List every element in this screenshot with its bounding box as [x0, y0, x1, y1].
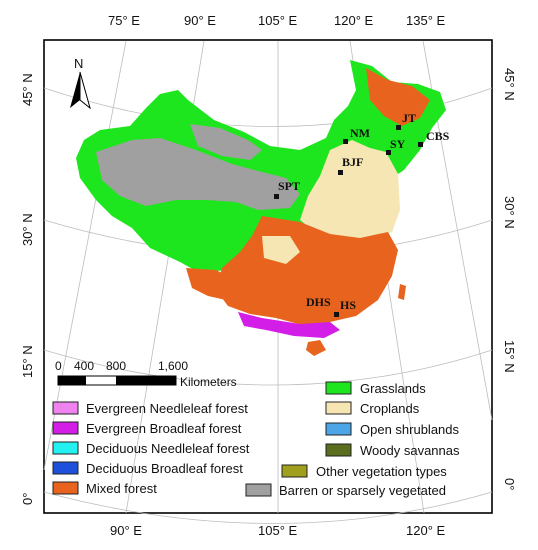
scale-tick-2: 800 — [106, 359, 126, 373]
north-arrow-label: N — [74, 56, 83, 71]
legend-swatch-7 — [325, 422, 352, 436]
site-label-bjf: BJF — [342, 155, 363, 169]
parallel-15 — [43, 349, 493, 386]
legend-label-1: Evergreen Broadleaf forest — [86, 421, 242, 436]
left-tick-label-2: 15° N — [20, 345, 35, 378]
top-tick-label-0: 75° E — [108, 13, 140, 28]
bottom-tick-label-2: 120° E — [406, 523, 446, 538]
legend-label-2: Deciduous Needleleaf forest — [86, 441, 250, 456]
right-tick-label-0: 45° N — [502, 68, 517, 101]
site-label-jt: JT — [402, 111, 416, 125]
region-southwest-forest — [186, 268, 232, 300]
region-northeast-forest — [366, 68, 430, 126]
legend-label-0: Evergreen Needleleaf forest — [86, 401, 248, 416]
legend-label-9: Other vegetation types — [316, 464, 447, 479]
legend-swatch-2 — [52, 441, 79, 455]
scale-unit: Kilometers — [180, 375, 237, 389]
meridian-75 — [43, 40, 127, 471]
parallel-0 — [43, 491, 493, 524]
site-marker-dhs — [334, 312, 339, 317]
legend-swatch-5 — [325, 381, 352, 395]
legend-swatch-10 — [245, 483, 272, 497]
site-marker-jt — [396, 125, 401, 130]
region-barren-north — [190, 124, 262, 160]
legend-label-7: Open shrublands — [360, 422, 460, 437]
region-hainan — [306, 340, 326, 356]
site-label-spt: SPT — [278, 179, 300, 193]
region-mixed-forest — [216, 216, 398, 326]
top-tick-label-1: 90° E — [184, 13, 216, 28]
legend — [52, 381, 352, 497]
legend-swatch-0 — [52, 401, 79, 415]
legend-swatch-3 — [52, 461, 79, 475]
left-tick-label-0: 45° N — [20, 73, 35, 106]
legend-swatch-4 — [52, 481, 79, 495]
region-barren-west — [96, 138, 300, 210]
legend-swatch-1 — [52, 421, 79, 435]
top-tick-label-2: 105° E — [258, 13, 298, 28]
site-marker-bjf — [338, 170, 343, 175]
north-arrow: N — [70, 56, 91, 110]
bottom-tick-label-0: 90° E — [110, 523, 142, 538]
legend-label-3: Deciduous Broadleaf forest — [86, 461, 243, 476]
right-tick-label-2: 15° N — [502, 340, 517, 373]
legend-label-8: Woody savannas — [360, 443, 460, 458]
top-tick-label-4: 135° E — [406, 13, 446, 28]
site-label-hs: HS — [340, 298, 356, 312]
left-tick-label-3: 0° — [20, 493, 35, 505]
legend-label-4: Mixed forest — [86, 481, 157, 496]
scale-tick-0: 0 — [55, 359, 62, 373]
legend-label-10: Barren or sparsely vegetated — [279, 483, 446, 498]
legend-label-5: Grasslands — [360, 381, 426, 396]
site-marker-cbs — [418, 142, 423, 147]
china-land-cover — [76, 60, 446, 356]
right-tick-label-3: 0° — [502, 478, 517, 490]
region-croplands — [300, 140, 400, 246]
site-label-nm: NM — [350, 126, 370, 140]
legend-swatch-8 — [325, 443, 352, 457]
region-taiwan — [398, 284, 406, 300]
region-evergreen-broadleaf — [238, 312, 340, 338]
scale-tick-3: 1,600 — [158, 359, 188, 373]
right-tick-label-1: 30° N — [502, 196, 517, 229]
site-marker-nm — [343, 139, 348, 144]
legend-label-6: Croplands — [360, 401, 420, 416]
site-marker-sy — [386, 150, 391, 155]
legend-swatch-6 — [325, 401, 352, 415]
site-marker-spt — [274, 194, 279, 199]
region-sichuan-croplands — [262, 236, 300, 264]
site-label-sy: SY — [390, 137, 406, 151]
scale-bar: 0 400 800 1,600 Kilometers — [55, 359, 237, 389]
legend-swatch-9 — [281, 464, 308, 478]
site-markers — [274, 125, 423, 317]
bottom-tick-label-1: 105° E — [258, 523, 298, 538]
left-tick-label-1: 30° N — [20, 213, 35, 246]
site-label-cbs: CBS — [426, 129, 450, 143]
scale-tick-1: 400 — [74, 359, 94, 373]
top-tick-label-3: 120° E — [334, 13, 374, 28]
site-label-dhs: DHS — [306, 295, 331, 309]
